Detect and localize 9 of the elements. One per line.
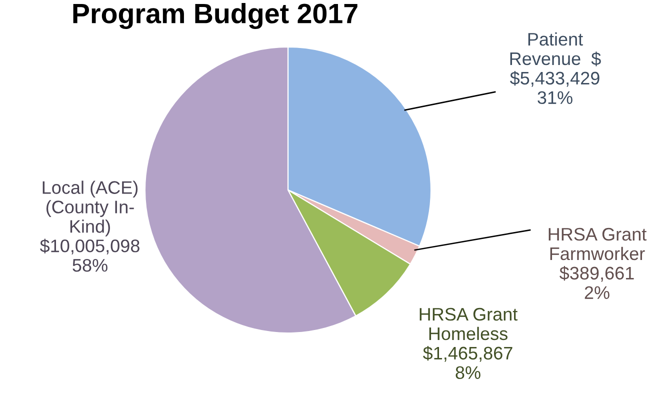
data-label: $5,433,429 31% bbox=[510, 71, 600, 104]
slice-label: HRSA Grant Homeless bbox=[420, 308, 518, 340]
slice-label: HRSA Grant Farmworker bbox=[548, 228, 647, 260]
slice-label: Patient Revenue $ bbox=[510, 32, 601, 66]
data-label: $10,005,098 58% bbox=[40, 238, 140, 272]
data-label: $1,465,867 8% bbox=[423, 346, 512, 380]
chart-title: Program Budget 2017 bbox=[73, 3, 358, 30]
data-label: $389,661 2% bbox=[560, 266, 634, 299]
slice-label: Local (ACE) (County In- Kind) bbox=[42, 180, 138, 236]
